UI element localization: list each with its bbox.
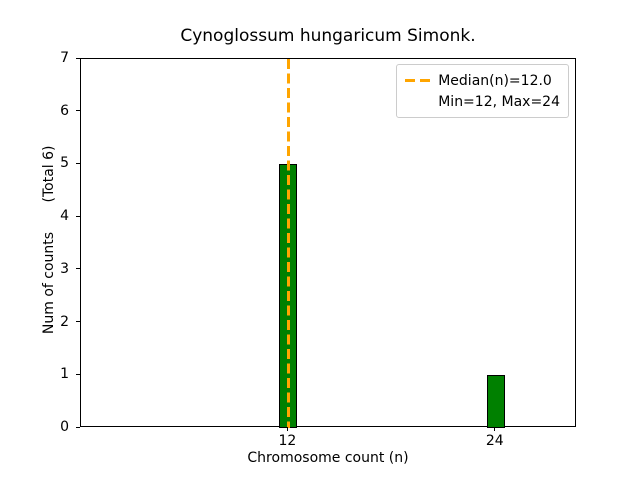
y-tick-label-6: 6 [60,102,69,119]
median-line [286,59,290,428]
y-tick-label-0: 0 [60,419,69,435]
y-tick-mark-1 [76,373,80,375]
y-tick-label-1: 1 [60,366,69,383]
legend-entry-median: Median(n)=12.0 [405,70,560,91]
legend-entry-minmax: Min=12, Max=24 [405,91,560,112]
y-tick-mark-5 [76,162,80,164]
y-tick-mark-2 [76,321,80,323]
y-tick-label-2: 2 [60,313,69,330]
y-tick-label-5: 5 [60,155,69,172]
x-axis-label: Chromosome count (n) [247,450,409,466]
legend-empty-handle [405,100,430,103]
y-tick-label-4: 4 [60,208,69,225]
chart-title: Cynoglossum hungaricum Simonk. [180,26,476,46]
y-tick-mark-4 [76,215,80,217]
legend-dashed-line-handle [405,79,431,82]
y-axis-total-annotation: (Total 6) [41,145,57,203]
y-tick-mark-0 [76,426,80,428]
legend-label-median: Median(n)=12.0 [438,72,552,89]
y-tick-label-3: 3 [60,260,69,277]
y-tick-mark-6 [76,110,80,112]
x-tick-label-12: 12 [278,433,297,449]
legend: Median(n)=12.0 Min=12, Max=24 [396,64,569,118]
x-tick-mark-12 [286,427,288,431]
y-tick-label-7: 7 [60,50,69,66]
y-tick-mark-7 [76,57,80,59]
y-tick-mark-3 [76,268,80,270]
legend-label-minmax: Min=12, Max=24 [438,93,560,110]
plot-area: Median(n)=12.0 Min=12, Max=24 [80,58,576,428]
x-tick-mark-24 [494,427,496,431]
x-tick-label-24: 24 [485,433,504,449]
histogram-bar-24 [486,375,505,428]
